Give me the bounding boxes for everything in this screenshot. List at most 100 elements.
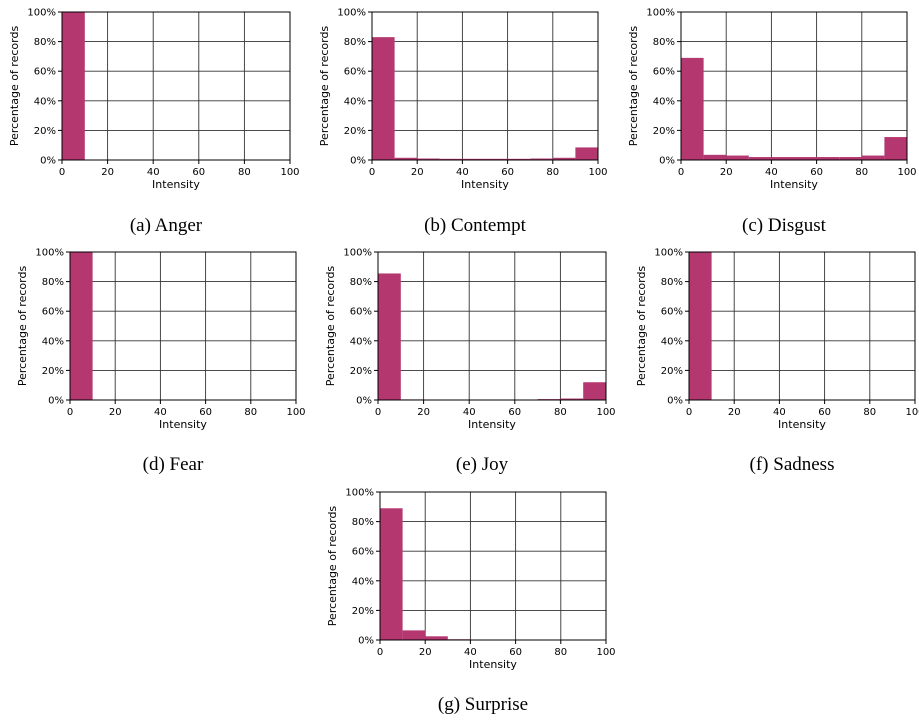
y-tick-label: 60% [34, 67, 56, 78]
subfigure-caption: (d) Fear [143, 454, 204, 475]
x-tick-label: 40 [463, 407, 476, 418]
y-tick-label: 80% [661, 277, 683, 288]
y-tick-label: 40% [653, 96, 675, 107]
y-axis-label: Percentage of records [635, 266, 648, 387]
x-tick-label: 20 [728, 407, 741, 418]
histogram-bar [748, 157, 772, 160]
histogram-panel: 0% 20% 40% 60% 80% 100% 0 20 40 60 80 100 Intensity P… [627, 8, 917, 237]
x-axis-label: Intensity [469, 658, 517, 671]
x-tick-label: 80 [855, 167, 868, 178]
y-tick-label: 20% [34, 126, 56, 137]
y-tick-label: 60% [653, 67, 675, 78]
x-tick-label: 60 [810, 167, 823, 178]
y-tick-label: 0% [356, 396, 372, 407]
y-tick-label: 0% [350, 156, 366, 167]
y-tick-label: 0% [659, 156, 675, 167]
x-tick-label: 80 [554, 647, 567, 658]
x-tick-label: 0 [67, 407, 73, 418]
x-tick-label: 40 [154, 407, 167, 418]
histogram-bar [681, 57, 704, 160]
x-axis-label: Intensity [770, 178, 818, 191]
x-tick-label: 40 [147, 167, 160, 178]
histogram-bar [485, 158, 508, 160]
x-tick-label: 100 [596, 407, 615, 418]
histogram-bar [816, 157, 840, 160]
y-tick-label: 40% [661, 336, 683, 347]
x-tick-label: 20 [720, 167, 733, 178]
y-tick-label: 80% [352, 517, 374, 528]
x-tick-label: 80 [863, 407, 876, 418]
x-axis-label: Intensity [468, 418, 516, 431]
histogram-bar [689, 252, 712, 400]
x-tick-label: 60 [199, 407, 212, 418]
x-tick-label: 40 [765, 167, 778, 178]
histogram-panel: 0% 20% 40% 60% 80% 100% 0 20 40 60 80 100 Intensity P… [318, 8, 608, 237]
x-tick-label: 40 [456, 167, 469, 178]
x-tick-label: 100 [897, 167, 916, 178]
plot-frame [69, 251, 297, 401]
y-tick-label: 100% [343, 248, 372, 259]
x-tick-label: 0 [59, 167, 65, 178]
x-tick-label: 80 [238, 167, 251, 178]
subfigure-caption: (c) Disgust [742, 215, 827, 236]
plot-frame [680, 11, 908, 161]
x-tick-label: 100 [905, 407, 919, 418]
plot-frame [379, 491, 607, 641]
y-tick-label: 100% [654, 248, 683, 259]
histogram-bar [378, 273, 401, 400]
plot-frame [371, 11, 599, 161]
y-tick-label: 60% [344, 67, 366, 78]
histogram-bar [794, 157, 817, 160]
histogram-bar [380, 508, 403, 640]
x-tick-label: 0 [375, 407, 381, 418]
y-axis-label: Percentage of records [324, 266, 337, 387]
histogram-bar [861, 155, 885, 160]
histogram-bar [417, 158, 440, 160]
y-tick-label: 80% [42, 277, 64, 288]
y-tick-label: 0% [40, 156, 56, 167]
histogram-bar [552, 157, 576, 160]
histogram-bar [62, 12, 85, 160]
histogram-bar [70, 252, 93, 400]
x-tick-label: 0 [678, 167, 684, 178]
y-tick-label: 100% [345, 488, 374, 499]
y-tick-label: 60% [350, 307, 372, 318]
x-tick-label: 60 [509, 647, 522, 658]
histogram-bar [425, 636, 448, 640]
y-tick-label: 100% [337, 8, 366, 19]
x-axis-label: Intensity [461, 178, 509, 191]
histogram-bar [402, 630, 426, 640]
y-tick-label: 100% [27, 8, 56, 19]
y-tick-label: 20% [653, 126, 675, 137]
plot-frame [377, 251, 607, 401]
x-tick-label: 80 [546, 167, 559, 178]
x-axis-label: Intensity [778, 418, 826, 431]
x-tick-label: 20 [109, 407, 122, 418]
histogram-bar [530, 158, 553, 160]
y-tick-label: 60% [352, 547, 374, 558]
y-tick-label: 40% [34, 96, 56, 107]
histogram-bar [439, 158, 463, 160]
y-tick-label: 80% [350, 277, 372, 288]
y-tick-label: 40% [350, 336, 372, 347]
x-tick-label: 0 [686, 407, 692, 418]
histogram-panel: 0% 20% 40% 60% 80% 100% 0 20 40 60 80 100 Intensity P… [16, 248, 306, 476]
subfigure-caption: (f) Sadness [750, 454, 835, 475]
y-axis-label: Percentage of records [8, 26, 21, 147]
histogram-bar [372, 37, 395, 160]
x-tick-label: 20 [411, 167, 424, 178]
x-tick-label: 40 [773, 407, 786, 418]
y-tick-label: 40% [42, 336, 64, 347]
y-tick-label: 80% [344, 37, 366, 48]
histogram-bar [462, 158, 485, 160]
y-tick-label: 40% [352, 576, 374, 587]
y-tick-label: 80% [34, 37, 56, 48]
y-tick-label: 0% [358, 636, 374, 647]
histogram-bar [703, 154, 727, 160]
x-tick-label: 100 [280, 167, 299, 178]
x-tick-label: 0 [369, 167, 375, 178]
x-tick-label: 80 [244, 407, 257, 418]
histogram-bar [507, 158, 531, 160]
y-tick-label: 60% [661, 307, 683, 318]
histogram-panel: 0% 20% 40% 60% 80% 100% 0 20 40 60 80 100 Intensity P… [635, 248, 919, 476]
